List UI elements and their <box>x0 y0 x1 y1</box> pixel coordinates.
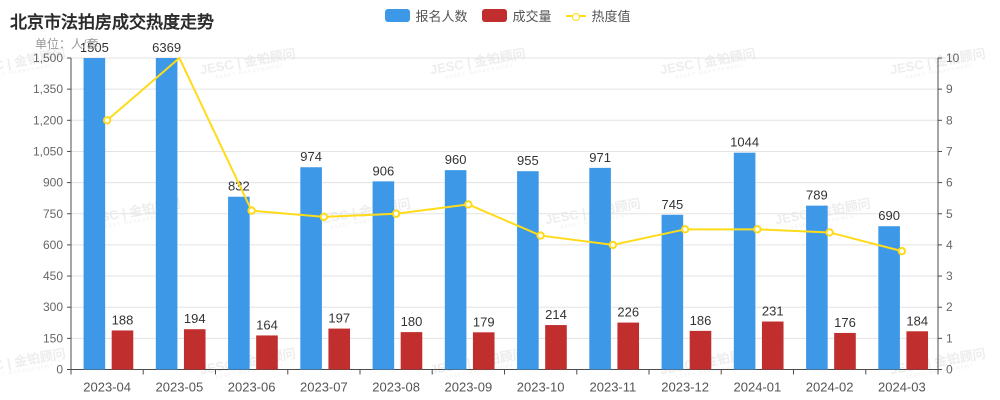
svg-text:2023-05: 2023-05 <box>156 380 204 395</box>
svg-text:2023-11: 2023-11 <box>590 380 637 395</box>
svg-text:8: 8 <box>946 113 953 127</box>
svg-text:2023-10: 2023-10 <box>517 380 565 395</box>
svg-text:194: 194 <box>184 311 206 326</box>
svg-text:2023-12: 2023-12 <box>661 380 709 395</box>
svg-text:745: 745 <box>662 197 684 212</box>
svg-text:750: 750 <box>43 207 63 221</box>
svg-text:1,050: 1,050 <box>33 145 63 159</box>
svg-text:6: 6 <box>946 176 953 190</box>
svg-text:2: 2 <box>946 300 953 314</box>
svg-text:960: 960 <box>445 152 467 167</box>
svg-text:6369: 6369 <box>152 40 181 55</box>
svg-text:179: 179 <box>473 314 495 329</box>
svg-text:300: 300 <box>43 300 63 314</box>
svg-text:231: 231 <box>762 304 784 319</box>
svg-text:3: 3 <box>946 269 953 283</box>
svg-text:7: 7 <box>946 145 953 159</box>
svg-text:0: 0 <box>946 363 953 377</box>
svg-text:600: 600 <box>43 238 63 252</box>
svg-text:1,350: 1,350 <box>33 82 63 96</box>
svg-text:690: 690 <box>878 208 900 223</box>
svg-text:0: 0 <box>56 363 63 377</box>
svg-text:906: 906 <box>373 163 395 178</box>
svg-text:197: 197 <box>328 311 350 326</box>
svg-text:955: 955 <box>517 153 539 168</box>
svg-text:900: 900 <box>43 176 63 190</box>
svg-text:1,200: 1,200 <box>33 113 63 127</box>
svg-text:1,500: 1,500 <box>33 51 63 65</box>
svg-text:450: 450 <box>43 269 63 283</box>
svg-text:214: 214 <box>545 307 567 322</box>
svg-text:2023-08: 2023-08 <box>372 380 420 395</box>
svg-text:226: 226 <box>617 305 639 320</box>
svg-text:971: 971 <box>589 150 611 165</box>
svg-text:164: 164 <box>256 317 278 332</box>
svg-text:4: 4 <box>946 238 953 252</box>
svg-text:2023-04: 2023-04 <box>83 380 131 395</box>
svg-text:2023-06: 2023-06 <box>228 380 276 395</box>
svg-text:1: 1 <box>946 331 953 345</box>
svg-text:180: 180 <box>401 314 423 329</box>
svg-text:974: 974 <box>300 149 322 164</box>
svg-text:188: 188 <box>112 312 134 327</box>
svg-text:10: 10 <box>946 51 960 65</box>
svg-text:5: 5 <box>946 207 953 221</box>
svg-text:789: 789 <box>806 188 828 203</box>
svg-text:832: 832 <box>228 179 250 194</box>
svg-text:1044: 1044 <box>730 135 759 150</box>
svg-text:2024-02: 2024-02 <box>806 380 854 395</box>
svg-text:150: 150 <box>43 331 63 345</box>
svg-text:2023-07: 2023-07 <box>300 380 348 395</box>
svg-text:2024-03: 2024-03 <box>878 380 926 395</box>
svg-text:186: 186 <box>690 313 712 328</box>
svg-text:2023-09: 2023-09 <box>445 380 493 395</box>
svg-text:184: 184 <box>906 313 928 328</box>
svg-text:9: 9 <box>946 82 953 96</box>
svg-text:176: 176 <box>834 315 856 330</box>
svg-text:2024-01: 2024-01 <box>734 380 782 395</box>
